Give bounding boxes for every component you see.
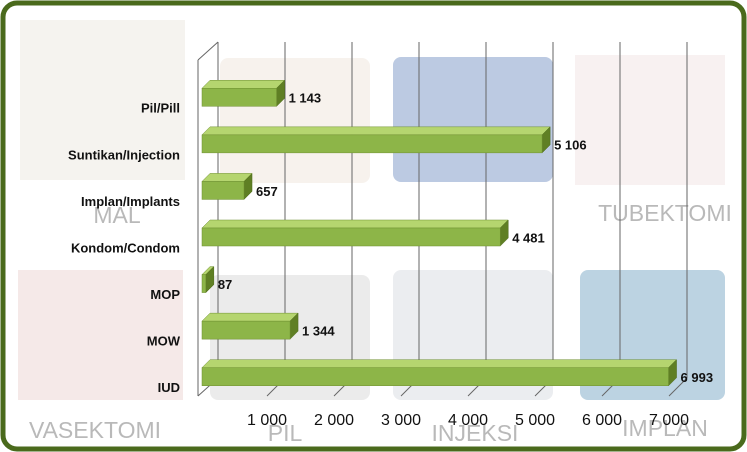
bg-image xyxy=(393,57,553,182)
value-label: 87 xyxy=(218,277,232,292)
bar-front xyxy=(201,320,291,340)
bar-top xyxy=(201,359,678,368)
bg-image xyxy=(220,58,370,183)
bg-image xyxy=(575,55,725,185)
bg-label: TUBEKTOMI xyxy=(598,200,732,226)
bg-label: INJEKSI xyxy=(432,420,519,446)
bar-front xyxy=(201,367,669,386)
bar-front xyxy=(201,134,543,154)
bar-top xyxy=(201,126,551,136)
bg-label: VASEKTOMI xyxy=(29,417,161,443)
bar-top xyxy=(201,312,299,322)
bg-label: MAL xyxy=(93,202,141,228)
x-tick-label: 5 000 xyxy=(515,412,555,429)
value-label: 6 993 xyxy=(681,370,714,385)
y-tick-label: Implan/Implants xyxy=(81,194,180,209)
bar-front xyxy=(201,181,245,200)
bar-top xyxy=(201,80,286,89)
value-label: 1 143 xyxy=(289,91,322,106)
bar-front xyxy=(201,274,207,293)
bar xyxy=(201,265,215,294)
value-label: 5 106 xyxy=(554,137,587,152)
y-tick-label: MOP xyxy=(150,287,180,302)
bg-image xyxy=(20,20,185,180)
bar xyxy=(201,219,509,247)
bar xyxy=(201,126,551,154)
x-tick-label: 6 000 xyxy=(582,412,622,429)
y-tick-label: Suntikan/Injection xyxy=(68,147,180,162)
x-tick-label: 3 000 xyxy=(381,412,421,429)
y-tick-label: Pil/Pill xyxy=(141,101,180,116)
bar xyxy=(201,79,286,107)
x-tick-label: 2 000 xyxy=(314,412,354,429)
x-tick-label: 1 000 xyxy=(247,412,287,429)
y-tick-label: MOW xyxy=(147,334,181,349)
bar xyxy=(201,359,678,387)
floor-grid-line xyxy=(668,377,688,397)
wall-edge xyxy=(197,41,219,61)
bg-label: PIL xyxy=(268,420,303,446)
bg-label: IMPLAN xyxy=(622,415,708,441)
bar xyxy=(201,312,299,340)
bar-front xyxy=(201,88,277,107)
value-label: 4 481 xyxy=(512,230,545,245)
value-label: 1 344 xyxy=(302,324,335,339)
x-tick-label: 7 000 xyxy=(649,412,689,429)
bar-front xyxy=(201,227,501,247)
bar-top xyxy=(201,219,509,229)
value-label: 657 xyxy=(256,184,278,199)
bar-top xyxy=(201,173,253,182)
y-tick-label: Kondom/Condom xyxy=(71,240,180,255)
y-tick-label: IUD xyxy=(158,380,180,395)
x-tick-label: 4 000 xyxy=(448,412,488,429)
bar xyxy=(201,172,253,201)
bg-image xyxy=(18,270,183,400)
